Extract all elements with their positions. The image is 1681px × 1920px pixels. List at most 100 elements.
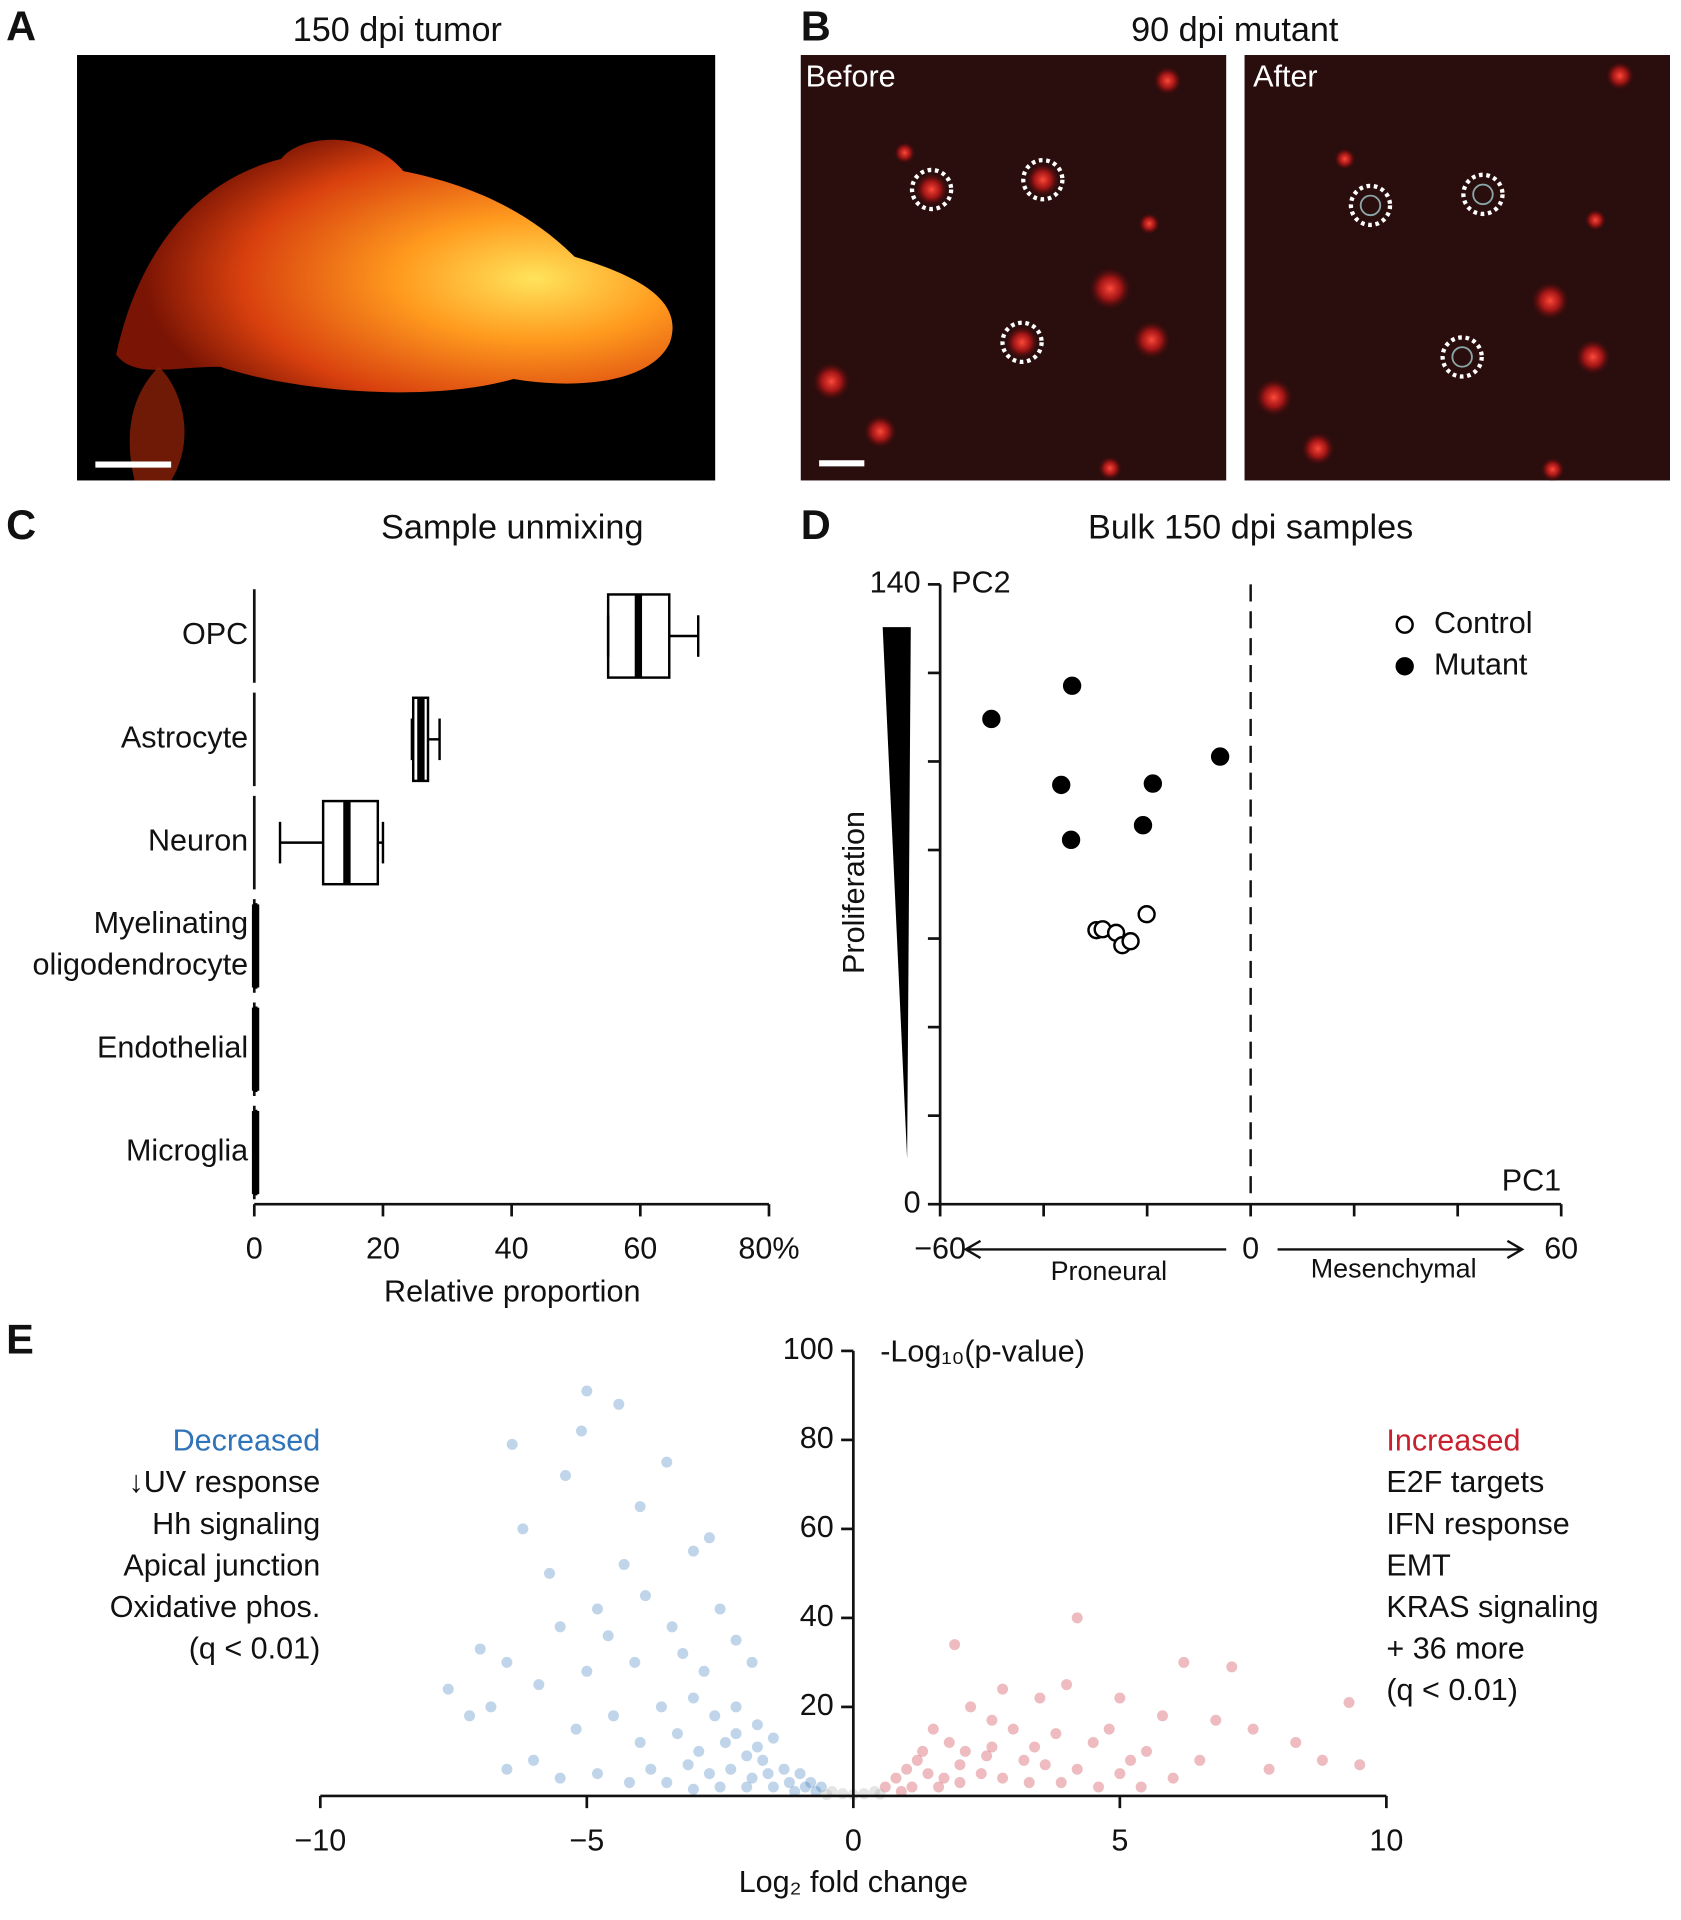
point bbox=[783, 1777, 795, 1789]
annotation: KRAS signaling bbox=[1386, 1590, 1598, 1624]
y-axis-label: -Log₁₀(p-value) bbox=[880, 1334, 1085, 1368]
point bbox=[639, 1590, 651, 1602]
point bbox=[703, 1768, 715, 1780]
point bbox=[661, 1777, 673, 1789]
point bbox=[602, 1630, 614, 1642]
point bbox=[1062, 676, 1082, 695]
point bbox=[1263, 1763, 1275, 1775]
point bbox=[1210, 1714, 1222, 1726]
point bbox=[730, 1701, 742, 1713]
point bbox=[1210, 747, 1230, 766]
point bbox=[981, 1750, 993, 1762]
point bbox=[879, 1781, 891, 1793]
point bbox=[1316, 1754, 1328, 1766]
chart-title: Bulk 150 dpi samples bbox=[1088, 508, 1413, 546]
point bbox=[1121, 932, 1140, 951]
y-tick-label: Astrocyte bbox=[121, 720, 248, 754]
point bbox=[485, 1701, 497, 1713]
point bbox=[757, 1754, 769, 1766]
point bbox=[874, 1788, 886, 1800]
y-tick-label: 20 bbox=[800, 1688, 834, 1722]
point bbox=[560, 1470, 572, 1482]
point bbox=[506, 1438, 518, 1450]
point bbox=[858, 1788, 870, 1800]
point bbox=[805, 1777, 817, 1789]
point bbox=[607, 1710, 619, 1722]
annotation: (q < 0.01) bbox=[1386, 1673, 1518, 1707]
point bbox=[661, 1456, 673, 1468]
point bbox=[687, 1783, 699, 1795]
point bbox=[949, 1639, 961, 1651]
y-tick-label: Myelinating oligodendrocyte bbox=[32, 906, 248, 982]
point bbox=[746, 1656, 758, 1668]
point bbox=[687, 1692, 699, 1704]
point bbox=[703, 1532, 715, 1544]
point bbox=[975, 1768, 987, 1780]
wedge bbox=[882, 627, 911, 1159]
point bbox=[693, 1745, 705, 1757]
arrow bbox=[963, 1239, 1227, 1260]
point bbox=[986, 1714, 998, 1726]
point bbox=[645, 1763, 657, 1775]
x-tick-label: 0 bbox=[246, 1232, 263, 1266]
panel-label: B bbox=[801, 2, 831, 49]
point bbox=[730, 1634, 742, 1646]
annotation: IFN response bbox=[1386, 1507, 1569, 1541]
point bbox=[709, 1710, 721, 1722]
x-tick-label: −5 bbox=[569, 1823, 604, 1857]
legend-label: Increased bbox=[1386, 1424, 1520, 1458]
point bbox=[575, 1425, 587, 1437]
chart-title: Sample unmixing bbox=[381, 508, 643, 546]
annotation: ↓UV response bbox=[128, 1465, 320, 1499]
panel-label: E bbox=[6, 1315, 34, 1362]
x-tick-label: −60 bbox=[914, 1232, 966, 1266]
point bbox=[917, 1745, 929, 1757]
annotation: Mesenchymal bbox=[1311, 1253, 1477, 1283]
point bbox=[1087, 1737, 1099, 1749]
annotation: Proliferation bbox=[837, 811, 871, 974]
y-tick-label: 80 bbox=[800, 1421, 834, 1455]
panel-label: C bbox=[6, 501, 36, 548]
point bbox=[954, 1777, 966, 1789]
point bbox=[767, 1732, 779, 1744]
x-tick-label: 10 bbox=[1369, 1823, 1403, 1857]
point bbox=[591, 1768, 603, 1780]
point bbox=[533, 1679, 545, 1691]
image-caption: Before bbox=[806, 59, 896, 93]
x-axis-label: PC1 bbox=[1502, 1163, 1561, 1197]
x-tick-label: 60 bbox=[623, 1232, 657, 1266]
point bbox=[810, 1785, 822, 1797]
point bbox=[714, 1603, 726, 1615]
point bbox=[570, 1723, 582, 1735]
x-tick-label: 40 bbox=[495, 1232, 529, 1266]
point bbox=[714, 1781, 726, 1793]
point bbox=[1034, 1692, 1046, 1704]
point bbox=[933, 1781, 945, 1793]
point bbox=[501, 1763, 513, 1775]
x-tick-label: 20 bbox=[366, 1232, 400, 1266]
point bbox=[895, 1785, 907, 1797]
y-tick-label: Neuron bbox=[148, 824, 248, 858]
point bbox=[442, 1683, 454, 1695]
point bbox=[719, 1737, 731, 1749]
point bbox=[1167, 1772, 1179, 1784]
point bbox=[655, 1701, 667, 1713]
point bbox=[629, 1656, 641, 1668]
annotation: Hh signaling bbox=[152, 1507, 320, 1541]
point bbox=[1194, 1754, 1206, 1766]
point bbox=[767, 1781, 779, 1793]
point bbox=[464, 1710, 476, 1722]
point bbox=[1135, 1781, 1147, 1793]
legend-label: Decreased bbox=[173, 1424, 321, 1458]
point bbox=[528, 1754, 540, 1766]
legend-marker bbox=[1395, 657, 1414, 676]
x-tick-label: 80% bbox=[738, 1232, 799, 1266]
x-tick-label: −10 bbox=[294, 1823, 346, 1857]
y-tick-label: 100 bbox=[783, 1332, 834, 1366]
x-tick-label: 60 bbox=[1544, 1232, 1578, 1266]
point bbox=[1050, 1728, 1062, 1740]
y-tick-label: 0 bbox=[904, 1185, 921, 1219]
y-tick-label: 40 bbox=[800, 1599, 834, 1633]
point bbox=[1226, 1661, 1238, 1673]
